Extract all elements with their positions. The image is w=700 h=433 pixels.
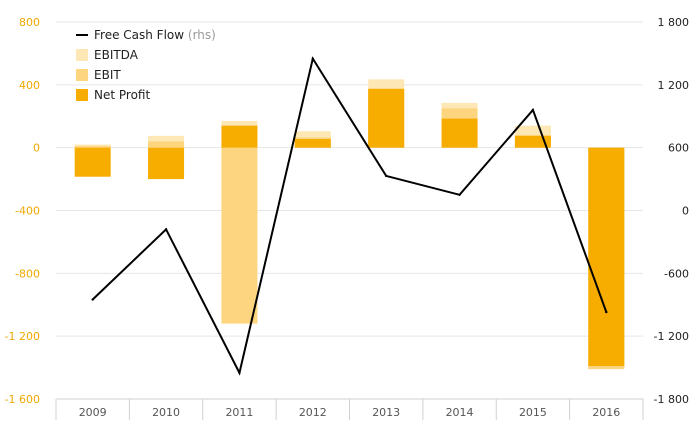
legend: Free Cash Flow (rhs) EBITDA EBIT Net Profit: [76, 28, 216, 102]
x-tick-label: 2014: [446, 406, 474, 419]
y-right-tick-label: -1 800: [654, 393, 689, 406]
legend-swatch: [76, 69, 88, 81]
y-right-tick-label: 1 800: [658, 16, 690, 29]
y-right-tick-label: 600: [668, 142, 689, 155]
gridlines: [56, 21, 643, 400]
free-cash-flow-point: [238, 371, 241, 375]
free-cash-flow-point: [384, 174, 388, 178]
free-cash-flow-point: [605, 310, 608, 314]
y-right-tick-label: -1 200: [654, 330, 689, 343]
free-cash-flow-point: [458, 193, 461, 196]
bar-ebit: [221, 147, 258, 324]
x-tick-label: 2016: [592, 406, 620, 419]
legend-swatch: [76, 89, 88, 101]
bar-ebit: [148, 141, 185, 148]
bar-net-profit: [441, 118, 478, 148]
free-cash-flow-point: [164, 228, 168, 231]
x-tick-label: 2015: [519, 406, 547, 419]
bar-ebit: [74, 146, 111, 148]
legend-label: EBITDA: [94, 48, 139, 62]
y-left-tick-label: 400: [19, 79, 40, 92]
y-right-tick-label: -600: [664, 267, 689, 280]
bar-net-profit: [221, 125, 258, 148]
x-tick-label: 2012: [299, 406, 327, 419]
y-right-tick-label: 0: [682, 205, 689, 218]
free-cash-flow-line: [91, 56, 608, 376]
x-tick-label: 2011: [225, 406, 253, 419]
free-cash-flow-point: [531, 108, 535, 112]
axes: 800 400 0 -400 -800 -1 200 -1 600 1 800 1 200 600…: [5, 16, 689, 420]
free-cash-flow-point: [311, 57, 315, 60]
bar-net-profit: [368, 88, 405, 148]
bar-net-profit: [148, 147, 185, 180]
y-left-tick-label: 0: [33, 142, 40, 155]
bar-net-profit: [74, 147, 111, 177]
bars: [74, 79, 625, 370]
x-tick-label: 2010: [152, 406, 180, 419]
legend-swatch: [76, 49, 88, 61]
legend-rhs-suffix: (rhs): [188, 28, 216, 42]
bar-net-profit: [514, 135, 551, 148]
fcf-line-group: [91, 56, 608, 376]
bar-net-profit: [294, 139, 331, 148]
y-left-tick-label: -1 600: [5, 393, 40, 406]
legend-label: Net Profit: [94, 88, 150, 102]
y-left-tick-label: -400: [15, 205, 40, 218]
bar-ebitda: [74, 144, 111, 148]
y-left-tick-label: -800: [15, 267, 40, 280]
y-right-tick-label: 1 200: [658, 79, 690, 92]
free-cash-flow-point: [91, 298, 94, 301]
x-tick-label: 2009: [79, 406, 107, 419]
y-left-tick-label: -1 200: [5, 330, 40, 343]
legend-label: EBIT: [94, 68, 121, 82]
legend-label: Free Cash Flow (rhs): [94, 28, 216, 42]
y-left-tick-label: 800: [19, 16, 40, 29]
bar-net-profit: [588, 147, 625, 367]
x-tick-label: 2013: [372, 406, 400, 419]
